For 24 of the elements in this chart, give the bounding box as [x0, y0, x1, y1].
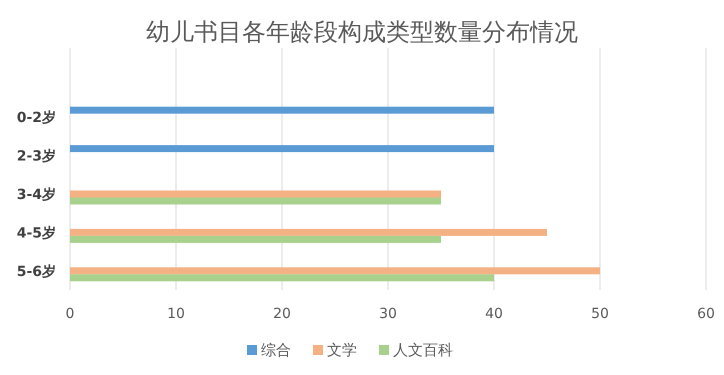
legend-label: 综合: [261, 341, 291, 359]
bar: [70, 267, 600, 274]
y-tick-label: 5-6岁: [16, 264, 56, 280]
bar: [70, 274, 494, 282]
x-tick-label: 40: [485, 306, 503, 322]
bar: [70, 228, 547, 236]
bar: [70, 106, 494, 114]
x-tick-label: 30: [379, 306, 397, 322]
bar: [70, 236, 441, 243]
legend-label: 人文百科: [393, 341, 453, 359]
bar: [70, 190, 441, 198]
legend-label: 文学: [327, 341, 357, 359]
bar: [70, 145, 494, 152]
x-tick-label: 20: [273, 306, 291, 322]
y-tick-label: 2-3岁: [16, 148, 56, 165]
bar: [70, 198, 441, 204]
x-tick-label: 60: [697, 306, 715, 322]
x-tick-label: 10: [167, 306, 185, 322]
y-tick-label: 0-2岁: [16, 110, 56, 126]
x-tick-label: 50: [591, 306, 609, 322]
chart-title: 幼儿书目各年龄段构成类型数量分布情况: [146, 18, 578, 46]
x-tick-label: 0: [66, 306, 74, 322]
y-tick-label: 4-5岁: [16, 225, 56, 242]
y-tick-label: 3-4岁: [16, 187, 56, 203]
